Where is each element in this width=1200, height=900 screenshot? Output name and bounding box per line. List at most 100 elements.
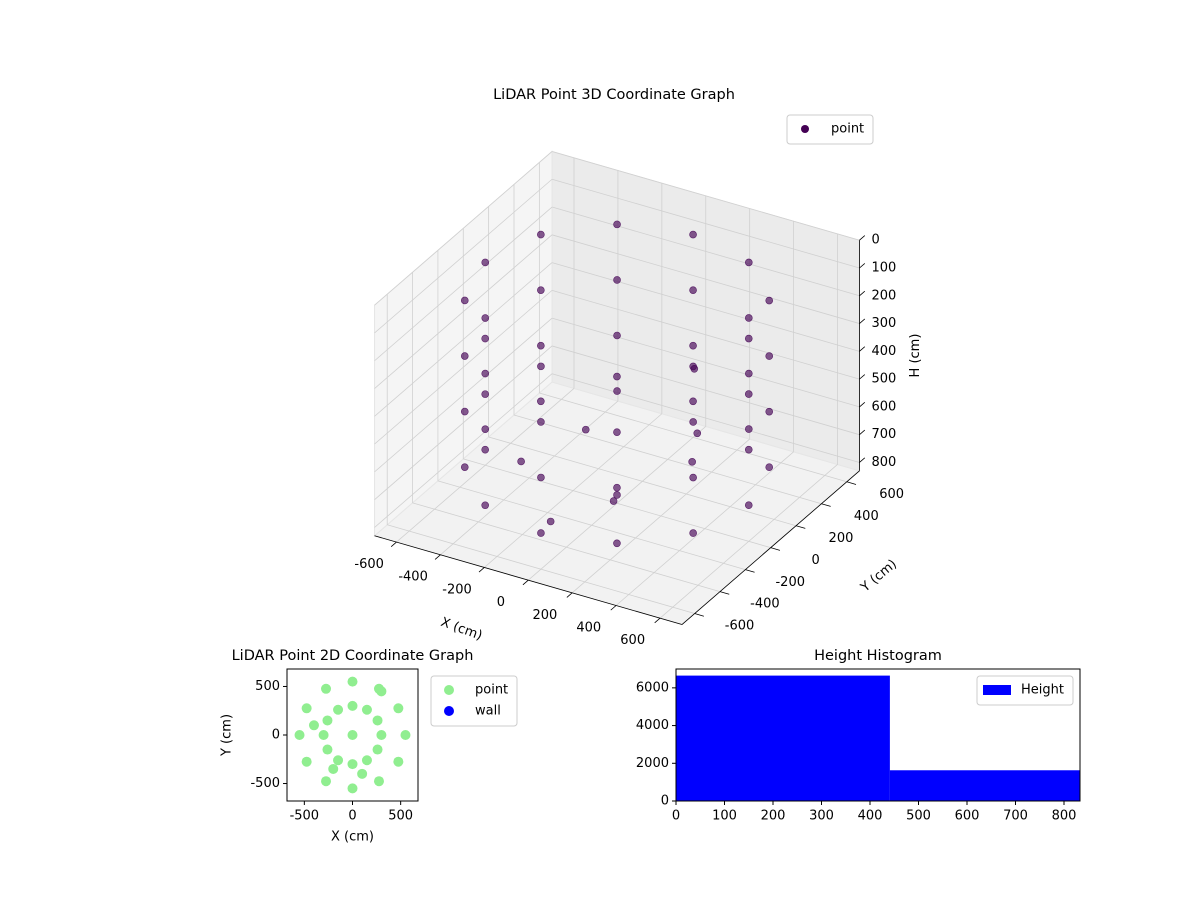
grid-line [374,373,553,528]
point [347,783,358,794]
x-tick-label: 200 [761,809,786,824]
point [481,314,490,322]
y-tick-label: -200 [775,575,805,590]
point [347,759,358,770]
point [537,473,545,482]
point [537,397,545,406]
grid-line [539,392,847,483]
legend-marker [801,125,809,133]
point [376,686,387,697]
y-tick-label: 400 [854,509,879,524]
point [688,458,696,466]
point [347,730,358,740]
point [537,418,545,426]
z-tick [859,374,866,380]
y-tick [694,613,704,617]
x-tick-label: 400 [576,620,601,635]
grid-line [513,414,822,505]
y-tick-label: 0 [661,794,669,809]
legend-box [976,675,1074,706]
point [689,286,697,294]
x-tick [610,605,617,611]
x-tick-label: -500 [290,809,320,824]
bar [889,770,1080,801]
point [373,776,384,787]
grid-line [374,178,553,334]
x-tick-label: 800 [1052,809,1077,824]
point [537,529,545,537]
x-tick [478,567,485,573]
x-tick-label: 300 [809,809,834,824]
y-tick-label: 2000 [636,756,669,771]
point [321,683,332,694]
x-tick-label: 700 [1003,809,1028,824]
z-tick-label: 600 [871,399,896,414]
point [546,517,555,526]
point [537,230,545,239]
z-tick [859,401,866,408]
point [609,497,618,505]
point [301,703,312,714]
z-tick-label: 700 [871,427,896,442]
x-tick-label: 100 [712,809,737,824]
x-tick [654,617,661,624]
point [400,730,411,740]
bar [676,675,890,801]
point [460,296,469,305]
z-tick [859,263,866,269]
x-axis-label: X (cm) [331,830,374,845]
z-tick-label: 500 [871,372,896,387]
point [361,755,372,766]
point [481,334,489,343]
grid-line [374,262,553,417]
z-tick [859,346,866,352]
grid-line [463,458,771,549]
grid-line [551,345,860,436]
point [537,341,545,350]
grid-line [374,345,553,500]
point [308,720,319,731]
point [481,501,489,510]
grid-line [551,234,860,324]
x-tick-label: -400 [398,570,428,585]
point [689,529,697,537]
z-tick-label: 200 [871,288,896,303]
y-tick-label: 600 [879,487,904,502]
point [745,369,753,378]
point [765,407,774,416]
x-tick [390,541,397,548]
x-tick-label: -200 [442,582,472,597]
point [690,365,699,373]
z-tick [859,235,866,241]
grid-line [374,234,553,389]
y-tick [745,569,755,573]
point [322,744,333,755]
grid-line [551,317,860,408]
legend-label: wall [475,704,501,719]
grid-line [551,178,860,269]
x-axis-line [374,535,683,625]
y-tick-label: -600 [725,619,755,634]
point [328,763,339,774]
grid-line [387,524,695,614]
point [376,730,387,740]
grid-line [551,289,860,380]
y-tick-label: 6000 [636,680,669,695]
z-tick [859,318,866,324]
grid-line [374,317,553,473]
point [517,457,525,466]
legend-label: point [475,683,508,698]
z-axis-label: H (cm) [908,334,923,378]
point [481,369,490,378]
point [301,756,312,767]
point [393,756,404,767]
grid-line [437,480,746,571]
z-tick-label: 100 [871,261,896,276]
grid-line [374,290,553,445]
y-tick-label: 500 [255,679,280,694]
axes-frame [675,668,1081,802]
x-tick-label: 0 [497,595,505,610]
y-axis-line [681,470,860,625]
point [613,276,621,284]
